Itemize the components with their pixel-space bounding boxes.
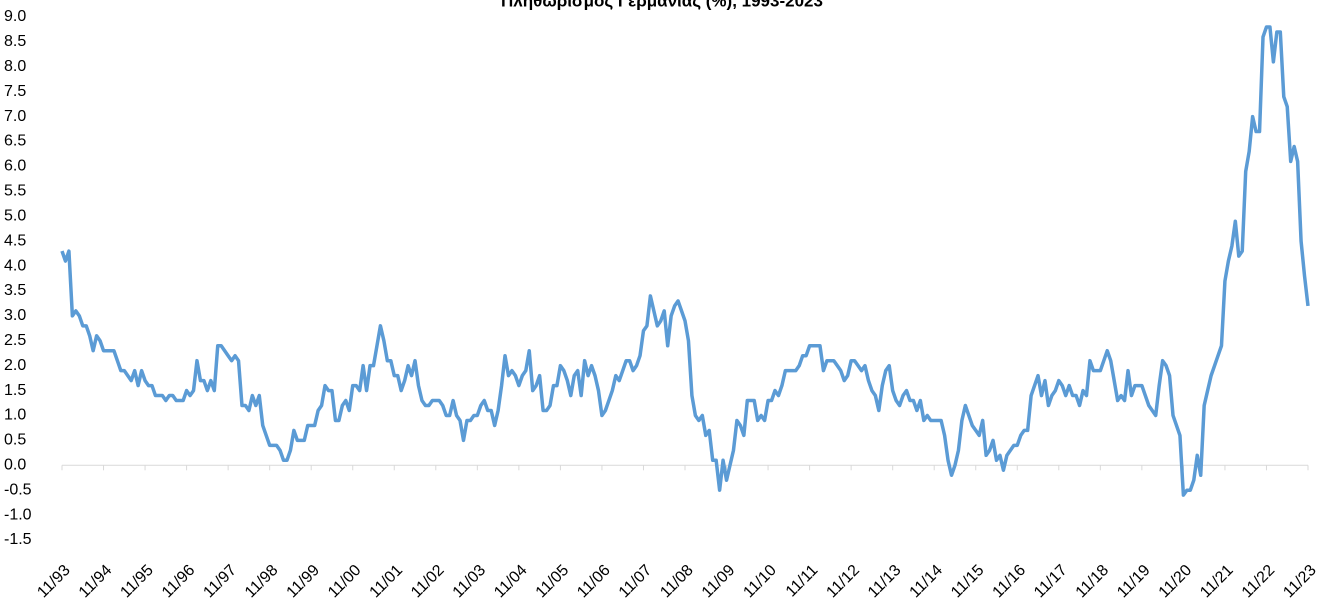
- y-tick-label: 0.5: [4, 432, 26, 449]
- y-tick-label: 6.0: [4, 158, 26, 175]
- x-tick-label: 11/06: [574, 562, 614, 598]
- y-tick-label: 5.0: [4, 207, 26, 224]
- x-tick-label: 11/15: [948, 562, 988, 598]
- y-tick-label: 0.0: [4, 457, 26, 474]
- x-tick-label: 11/99: [284, 562, 324, 598]
- x-tick-label: 11/07: [616, 562, 656, 598]
- line-series: [60, 25, 1310, 497]
- x-tick-label: 11/08: [657, 562, 697, 598]
- y-tick-label: 9.0: [4, 8, 26, 25]
- x-tick-label: 11/18: [1073, 562, 1113, 598]
- x-tick-label: 11/19: [1114, 562, 1154, 598]
- y-tick-label: 6.5: [4, 133, 26, 150]
- x-tick-label: 11/13: [865, 562, 905, 598]
- x-tick-label: 11/97: [200, 562, 240, 598]
- x-tick-label: 11/04: [491, 562, 531, 598]
- x-tick-label: 11/23: [1280, 562, 1320, 598]
- y-tick-label: 8.5: [4, 33, 26, 50]
- y-tick-label: 2.0: [4, 357, 26, 374]
- x-tick-label: 11/17: [1031, 562, 1071, 598]
- y-tick-label: 7.5: [4, 83, 26, 100]
- y-tick-label: 8.0: [4, 58, 26, 75]
- x-tick-label: 11/94: [76, 562, 116, 598]
- x-tick-label: 11/98: [242, 562, 282, 598]
- x-tick-label: 11/14: [907, 562, 947, 598]
- y-tick-label: 5.5: [4, 183, 26, 200]
- x-tick-label: 11/16: [990, 562, 1030, 598]
- y-tick-label: 3.0: [4, 307, 26, 324]
- x-tick-label: 11/10: [740, 562, 780, 598]
- x-tick-label: 11/12: [823, 562, 863, 598]
- y-tick-label: 7.0: [4, 108, 26, 125]
- y-tick-label: -1.5: [4, 531, 32, 548]
- x-tick-label: 11/22: [1239, 562, 1279, 598]
- y-tick-label: 2.5: [4, 332, 26, 349]
- chart-title: Πληθωρισμός Γερμανίας (%), 1993-2023: [501, 0, 823, 10]
- y-tick-label: -1.0: [4, 506, 32, 523]
- x-tick-label: 11/03: [450, 562, 490, 598]
- x-tick-label: 11/09: [699, 562, 739, 598]
- x-tick-label: 11/01: [367, 562, 407, 598]
- x-tick-label: 11/95: [117, 562, 157, 598]
- x-tick-label: 11/11: [783, 562, 822, 598]
- x-tick-label: 11/05: [533, 562, 573, 598]
- y-tick-label: -0.5: [4, 481, 32, 498]
- x-tick-label: 11/00: [325, 562, 365, 598]
- y-tick-label: 4.0: [4, 257, 26, 274]
- y-tick-label: 4.5: [4, 232, 26, 249]
- x-tick-label: 11/20: [1156, 562, 1196, 598]
- y-tick-label: 3.5: [4, 282, 26, 299]
- y-tick-label: 1.0: [4, 407, 26, 424]
- x-tick-label: 11/02: [408, 562, 448, 598]
- x-tick-label: 11/96: [159, 562, 199, 598]
- x-tick-label: 11/93: [34, 562, 74, 598]
- x-tick-label: 11/21: [1197, 562, 1237, 598]
- y-tick-label: 1.5: [4, 382, 26, 399]
